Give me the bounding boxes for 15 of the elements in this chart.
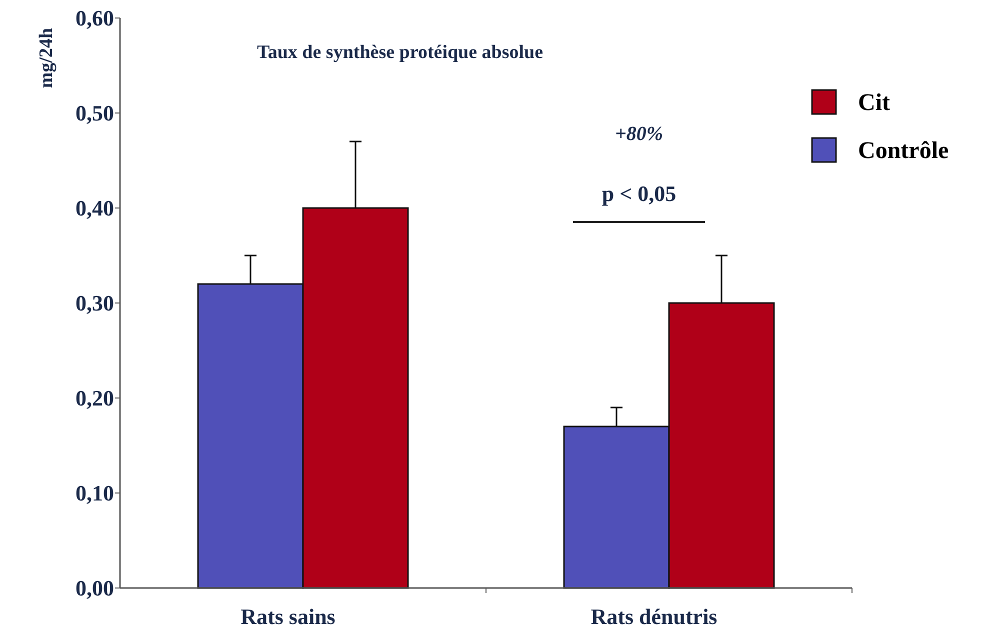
legend-label: Contrôle	[858, 138, 949, 164]
text: Taux de synthèse protéique absolue	[256, 42, 544, 63]
x-tick-label: Rats dénutris	[590, 604, 718, 629]
annotation: p < 0,05	[602, 181, 676, 206]
y-tick-label: 0,50	[76, 100, 114, 126]
y-tick-label: 0,40	[76, 196, 114, 221]
legend-label: Cit	[858, 90, 890, 116]
y-tick-label: 0,10	[76, 480, 114, 506]
y-tick-label: 0,30	[76, 290, 114, 316]
y-axis-title: mg/24h	[36, 27, 57, 88]
annotation: +80%	[614, 123, 664, 145]
x-tick-label: Rats sains	[240, 604, 336, 629]
y-tick-label: 0,00	[76, 576, 114, 601]
y-tick-label: 0,20	[76, 386, 114, 411]
y-tick-label: 0,60	[76, 6, 114, 31]
